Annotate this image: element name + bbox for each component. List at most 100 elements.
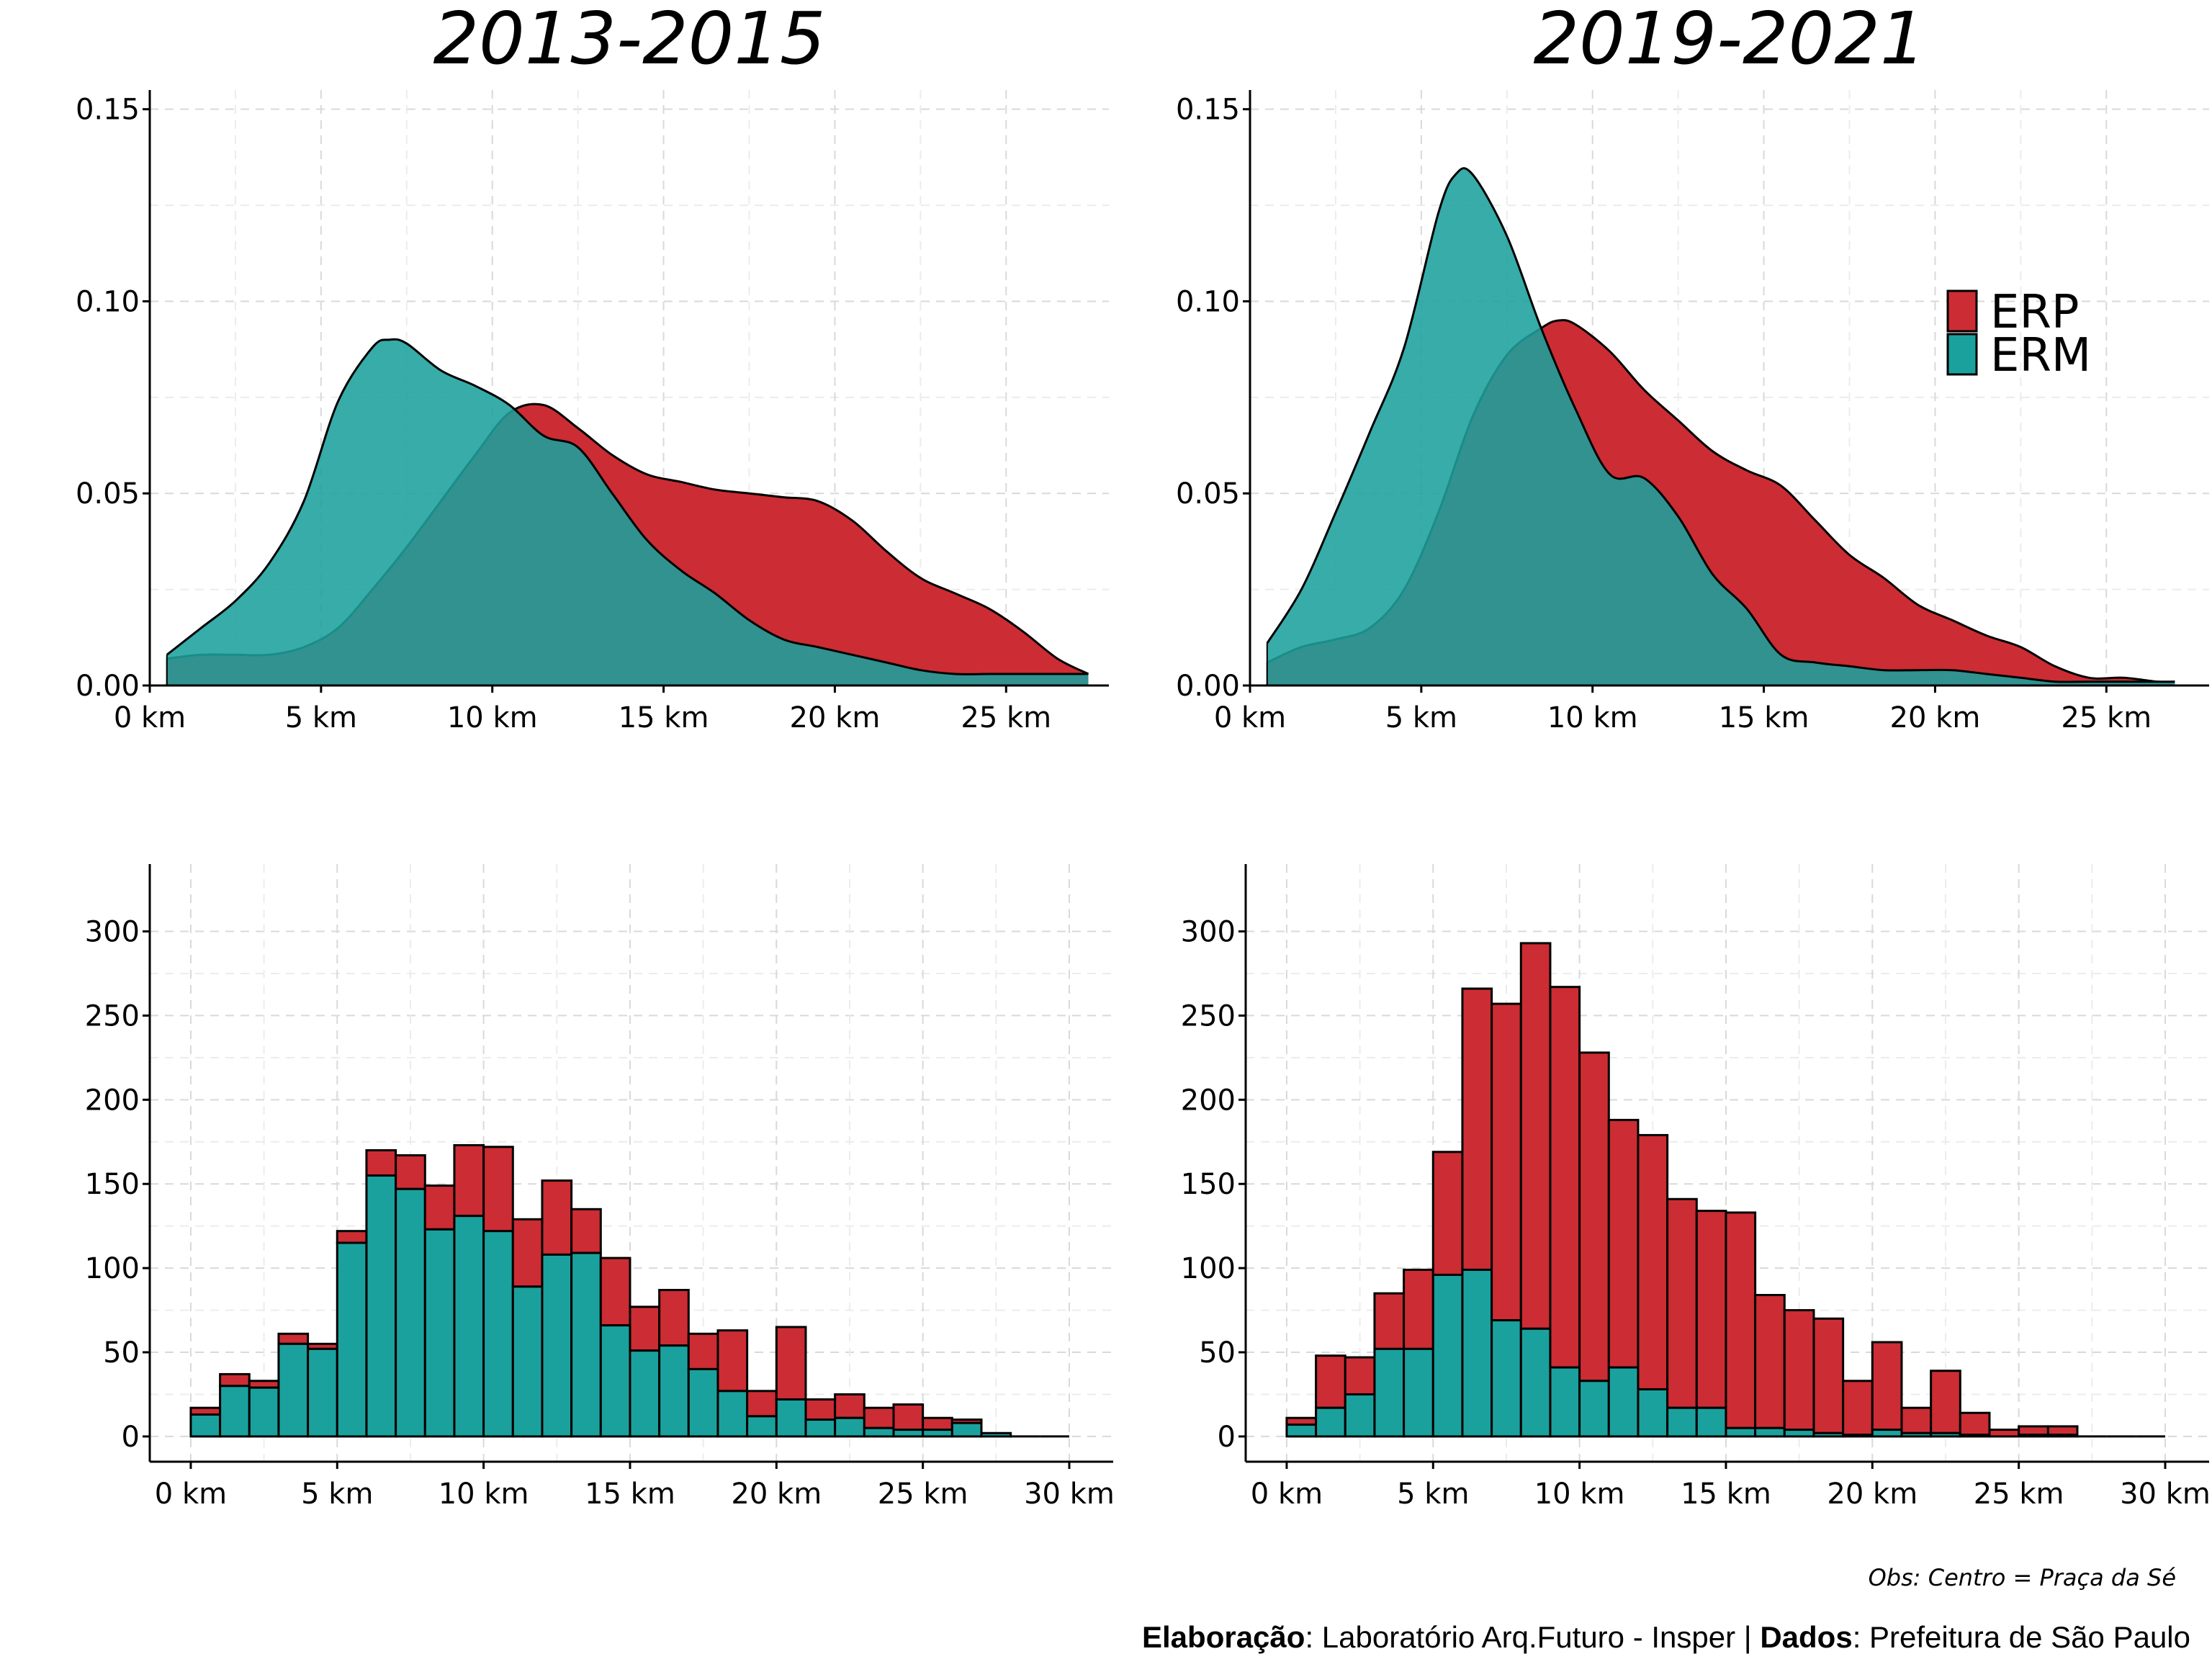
x-tick-label: 15 km bbox=[585, 1478, 675, 1511]
y-tick-label: 0.10 bbox=[1176, 285, 1240, 318]
bar-erm bbox=[1315, 1406, 1346, 1438]
legend-label-erm: ERM bbox=[1990, 329, 2091, 382]
observation-note: Obs: Centro = Praça da Sé bbox=[1868, 1564, 2176, 1591]
x-tick-label: 15 km bbox=[1719, 701, 1809, 734]
y-tick-label: 200 bbox=[85, 1084, 140, 1117]
bar-erm bbox=[189, 1413, 222, 1438]
bar-erm bbox=[277, 1342, 310, 1438]
bar-erm bbox=[863, 1426, 895, 1438]
y-tick-label: 100 bbox=[85, 1252, 140, 1285]
x-tick-label: 25 km bbox=[878, 1478, 968, 1511]
bar-erm bbox=[1871, 1429, 1903, 1438]
x-tick-label: 30 km bbox=[2120, 1478, 2211, 1511]
bar-erp bbox=[511, 1218, 544, 1288]
bar-erp bbox=[1754, 1294, 1786, 1429]
x-tick-label: 0 km bbox=[114, 701, 186, 734]
credits-text-elaboracao: : Laboratório Arq.Futuro - Insper | bbox=[1305, 1620, 1761, 1654]
bar-erm bbox=[541, 1253, 573, 1438]
bar-erm bbox=[1695, 1406, 1727, 1438]
bar-erp bbox=[482, 1146, 514, 1233]
bar-erm bbox=[219, 1385, 251, 1438]
bar-erm bbox=[1285, 1424, 1318, 1438]
density-erm-fill bbox=[166, 339, 1089, 685]
bar-erm bbox=[1900, 1431, 1933, 1438]
bar-erm bbox=[2018, 1434, 2049, 1438]
y-tick-label: 250 bbox=[1181, 999, 1236, 1033]
bar-erp bbox=[1959, 1411, 1991, 1437]
bar-erm bbox=[658, 1344, 690, 1438]
bar-erm bbox=[453, 1215, 485, 1438]
x-tick-label: 20 km bbox=[1890, 701, 1981, 734]
bar-erp bbox=[1431, 1151, 1464, 1276]
bar-erm bbox=[570, 1251, 602, 1438]
bar-erp bbox=[1725, 1211, 1757, 1429]
bar-erm bbox=[980, 1431, 1012, 1438]
bar-erm bbox=[599, 1324, 631, 1438]
x-tick-label: 15 km bbox=[1681, 1478, 1771, 1511]
bar-erm bbox=[1959, 1434, 1991, 1438]
bar-erm bbox=[423, 1228, 456, 1438]
bar-erp bbox=[365, 1148, 397, 1177]
bar-erm bbox=[395, 1187, 426, 1438]
x-tick-label: 30 km bbox=[1024, 1478, 1115, 1511]
panel-histogram-2013-2015: 0 50 100 150 200 250 300 0 km 5 km 10 km 15 km 20 k… bbox=[85, 864, 1115, 1511]
y-tick-label: 300 bbox=[85, 916, 140, 949]
y-tick-label: 0 bbox=[1218, 1421, 1236, 1454]
bar-erm bbox=[1783, 1429, 1815, 1438]
bar-erm bbox=[950, 1421, 983, 1438]
bar-erp bbox=[277, 1332, 310, 1345]
bar-erm bbox=[1403, 1347, 1434, 1438]
bar-erm bbox=[775, 1398, 807, 1438]
bar-erm bbox=[1578, 1380, 1610, 1438]
bar-erm bbox=[1842, 1434, 1874, 1438]
bar-erm bbox=[1373, 1347, 1406, 1438]
y-tick-label: 0.05 bbox=[76, 477, 140, 511]
bar-erp bbox=[1842, 1380, 1874, 1437]
bar-erp bbox=[746, 1390, 778, 1418]
bar-erp bbox=[1549, 986, 1581, 1369]
bar-erp bbox=[1666, 1197, 1698, 1409]
y-tick-label: 150 bbox=[85, 1168, 140, 1201]
bar-erp bbox=[2046, 1425, 2079, 1437]
bar-erp bbox=[1637, 1133, 1669, 1390]
y-tick-label: 0 bbox=[122, 1421, 140, 1454]
x-tick-label: 5 km bbox=[285, 701, 357, 734]
credits-label-elaboracao: Elaboração bbox=[1142, 1620, 1305, 1654]
bar-erm bbox=[687, 1367, 719, 1438]
bar-erp bbox=[1373, 1292, 1406, 1350]
x-tick-label: 20 km bbox=[790, 701, 881, 734]
bar-erp bbox=[1930, 1370, 1961, 1434]
bar-erp bbox=[1578, 1051, 1610, 1382]
bar-erp bbox=[716, 1329, 749, 1393]
x-tick-label: 25 km bbox=[1974, 1478, 2064, 1511]
x-tick-label: 10 km bbox=[439, 1478, 529, 1511]
legend: ERP ERM bbox=[1946, 286, 2091, 382]
bar-erm bbox=[1607, 1366, 1640, 1438]
y-tick-label: 0.05 bbox=[1176, 477, 1240, 511]
bar-erp bbox=[658, 1289, 690, 1347]
bar-erp bbox=[423, 1184, 456, 1231]
y-tick-label: 0.10 bbox=[76, 285, 140, 318]
bar-erp bbox=[453, 1143, 485, 1218]
density-erm-outline bbox=[166, 338, 1089, 675]
bar-erm bbox=[336, 1241, 368, 1438]
bar-erm bbox=[804, 1419, 837, 1438]
bar-erm bbox=[511, 1285, 544, 1438]
x-tick-label: 0 km bbox=[1251, 1478, 1323, 1511]
bar-erm bbox=[1930, 1431, 1961, 1438]
bar-erm bbox=[1549, 1366, 1581, 1438]
bar-erp bbox=[1783, 1309, 1815, 1431]
bar-erm bbox=[1519, 1327, 1552, 1438]
bar-erm bbox=[834, 1416, 866, 1438]
chart-title: 2013-2015 bbox=[433, 0, 825, 81]
panel-density-2019-2021: 0.00 0.05 0.10 0.15 0 km 5 km 10 km 15 km 20 km 2… bbox=[1176, 0, 2209, 734]
x-tick-label: 5 km bbox=[301, 1478, 373, 1511]
x-tick-label: 20 km bbox=[1827, 1478, 1917, 1511]
panel-density-2013-2015: 0.00 0.05 0.10 0.15 0 km 5 km 10 km 15 km 20 km 2… bbox=[76, 0, 1109, 734]
bar-erm bbox=[1725, 1426, 1757, 1438]
bar-erp bbox=[1871, 1341, 1903, 1431]
x-tick-label: 0 km bbox=[1214, 701, 1286, 734]
x-tick-label: 25 km bbox=[2061, 701, 2152, 734]
bar-erp bbox=[1491, 1002, 1522, 1322]
panel-histogram-2019-2021: 0 50 100 150 200 250 300 0 km 5 km 10 km 15 km 20 k… bbox=[1181, 864, 2211, 1511]
